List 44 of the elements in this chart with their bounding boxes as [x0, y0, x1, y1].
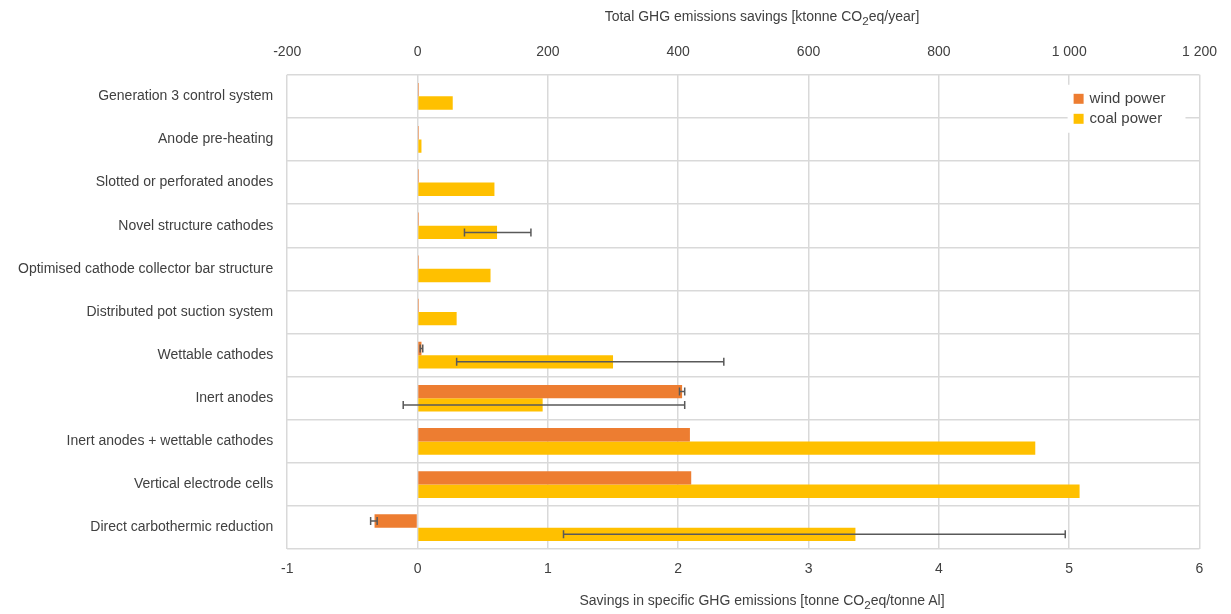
legend-label: coal power [1089, 108, 1163, 126]
y-tick-label: Anode pre-heating [158, 130, 274, 147]
x-tick-label: 4 [934, 560, 943, 577]
bar [418, 182, 495, 196]
bar [418, 268, 491, 283]
bar [418, 312, 457, 326]
y-tick-label: Slotted or perforated anodes [95, 173, 274, 190]
x2-tick-label: -200 [273, 43, 302, 60]
x-tick-label: 5 [1065, 560, 1074, 577]
y-tick-label: Generation 3 control system [98, 87, 274, 104]
x2-tick-label: 1 200 [1181, 43, 1218, 60]
x2-axis-title: Total GHG emissions savings [ktonne CO$_{2}$eq/year] [603, 8, 921, 27]
bar [418, 428, 690, 442]
y-tick-label: Direct carbothermic reduction [90, 518, 274, 535]
bar [374, 514, 417, 528]
x2-tick-label: 800 [927, 43, 951, 60]
bar [418, 225, 498, 240]
x2-tick-label: 400 [666, 43, 691, 60]
bar [418, 471, 692, 485]
y-tick-label: Wettable cathodes [157, 345, 274, 362]
x-tick-label: -1 [281, 560, 294, 577]
x-tick-label: 6 [1195, 560, 1204, 577]
y-tick-label: Inert anodes + wettable cathodes [66, 432, 274, 449]
bar [418, 484, 1080, 498]
x-tick-label: 3 [804, 560, 813, 577]
y-tick-label: Vertical electrode cells [133, 475, 274, 492]
bar [418, 96, 453, 110]
bar [418, 441, 1036, 455]
y-tick-label: Optimised cathode collector bar structure [17, 259, 274, 276]
x2-tick-label: 600 [796, 43, 821, 60]
x2-tick-label: 200 [536, 43, 560, 60]
x-axis-title: Savings in specific GHG emissions [tonne CO$_{2}$eq/tonne Al] [578, 592, 946, 611]
legend-label: wind power [1088, 88, 1166, 106]
bar [418, 384, 683, 399]
y-tick-label: Novel structure cathodes [118, 216, 274, 233]
bar [418, 139, 422, 153]
x-tick-label: 0 [413, 560, 422, 577]
x-tick-label: 1 [543, 560, 552, 577]
bar [418, 527, 856, 542]
y-tick-label: Distributed pot suction system [86, 302, 274, 319]
x2-tick-label: 0 [413, 43, 422, 60]
x2-tick-label: 1 000 [1051, 43, 1087, 60]
x-tick-label: 2 [674, 560, 683, 577]
y-tick-label: Inert anodes [195, 389, 274, 406]
